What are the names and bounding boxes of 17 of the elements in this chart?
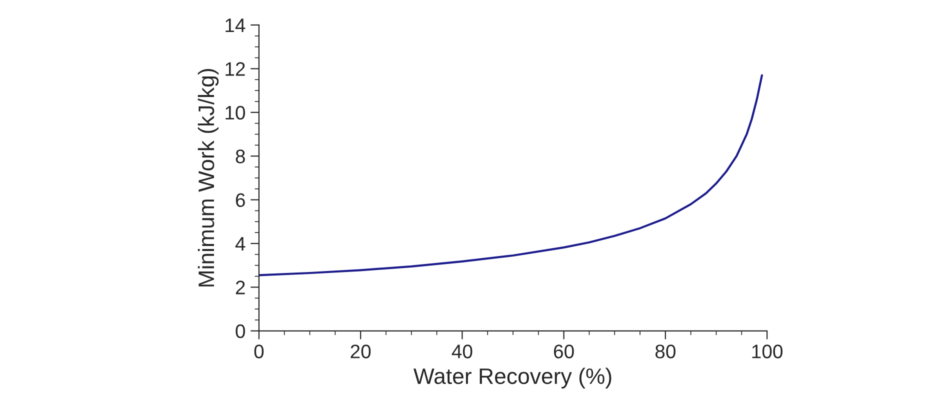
y-tick-label: 2 (236, 280, 245, 294)
x-tick-label: 60 (554, 344, 574, 358)
x-axis-title: Water Recovery (%) (414, 368, 612, 388)
y-tick-label: 6 (236, 193, 245, 208)
line-series (258, 74, 764, 276)
y-tick-label: 14 (226, 18, 246, 32)
y-tick-label: 4 (235, 237, 246, 251)
x-tick-label: 100 (752, 344, 782, 358)
x-tick-label: 0 (254, 344, 264, 358)
y-tick-label: 12 (226, 62, 245, 76)
x-tick-label: 40 (452, 344, 472, 358)
y-tick-label: 8 (236, 150, 245, 164)
y-tick-label: 0 (236, 324, 246, 338)
y-axis-title: Minimum Work (kJ/kg) (198, 69, 219, 286)
y-tick-label: 10 (226, 106, 246, 120)
x-tick-label: 80 (655, 344, 676, 358)
x-tick-label: 20 (350, 344, 371, 358)
